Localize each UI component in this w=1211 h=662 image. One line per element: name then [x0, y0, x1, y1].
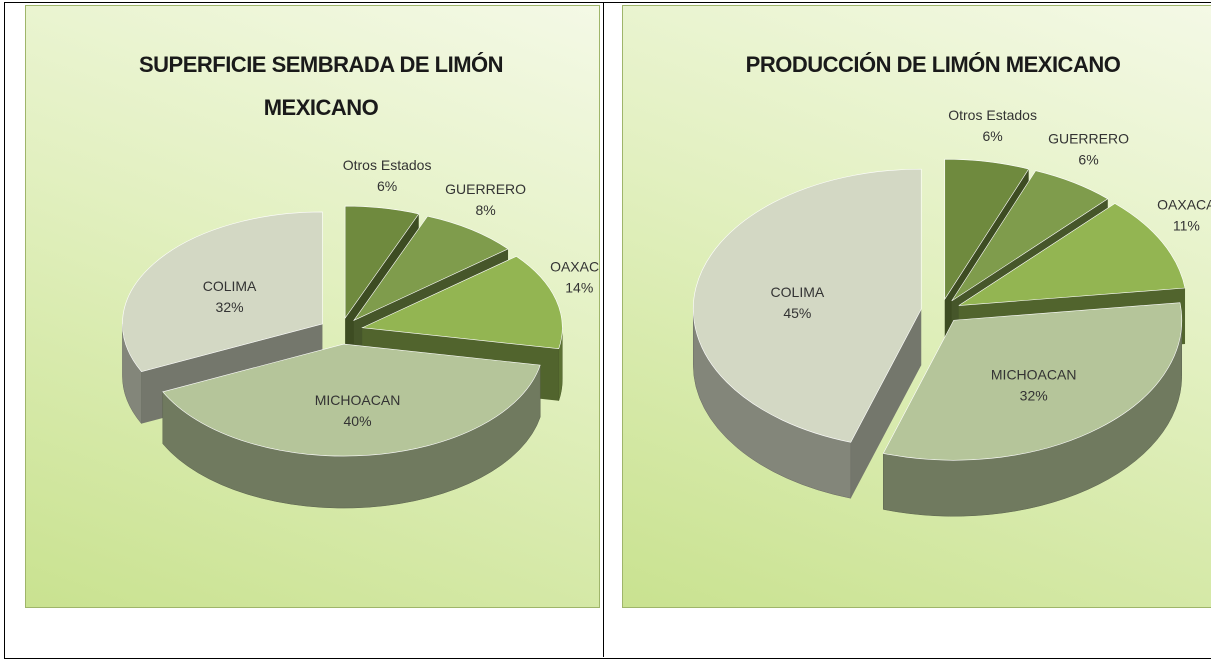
data-label-value: 6%	[1078, 151, 1098, 167]
pie-slice	[353, 215, 509, 322]
chart: Otros Estados 6% GUERRERO 6% OAXACA 11% MICHOA…	[692, 107, 1211, 517]
data-label-value: 11%	[1173, 217, 1200, 233]
data-label-value: 6%	[982, 128, 1002, 144]
chart-title: PRODUCCIÓN DE LIMÓN MEXICANO	[745, 52, 1121, 77]
slice-wall	[850, 309, 922, 499]
data-label-name: MICHOACAN	[315, 392, 401, 408]
pie-slice	[692, 168, 922, 443]
data-label-name: OAXACA	[550, 259, 599, 275]
data-label-value: 32%	[216, 299, 244, 315]
data-label-value: 14%	[565, 280, 593, 296]
table-border	[4, 2, 1211, 659]
data-label-name: COLIMA	[203, 278, 257, 294]
data-label-name: Otros Estados	[343, 157, 432, 173]
pie-slice	[958, 203, 1186, 306]
pie-slice	[882, 302, 1183, 461]
chart: Otros Estados 6% GUERRERO 8% OAXACA 14% MICHOA…	[122, 157, 599, 509]
data-label-name: GUERRERO	[445, 181, 526, 197]
data-label-name: OAXACA	[1157, 196, 1211, 212]
data-label-name: Otros Estados	[948, 107, 1037, 123]
chart-panel: Otros Estados 6% GUERRERO 6% OAXACA 11% MICHOA…	[622, 5, 1211, 608]
cell-divider	[603, 2, 604, 657]
pie-slice	[122, 211, 323, 372]
data-label-value: 32%	[1020, 388, 1048, 404]
chart-panel: Otros Estados 6% GUERRERO 8% OAXACA 14% MICHOA…	[25, 5, 600, 608]
data-label-name: MICHOACAN	[991, 367, 1077, 383]
data-label-value: 45%	[783, 305, 811, 321]
data-label-value: 8%	[475, 202, 495, 218]
data-label-name: GUERRERO	[1048, 130, 1129, 146]
chart-title: SUPERFICIE SEMBRADA DE LIMÓN MEXICANO	[138, 52, 504, 120]
pie-slice	[344, 205, 420, 319]
pie-slice	[162, 343, 541, 457]
data-label-name: COLIMA	[771, 284, 825, 300]
data-label-value: 40%	[344, 413, 372, 429]
pie-slice	[361, 255, 563, 350]
pie-slice	[951, 170, 1109, 302]
pie-slice	[944, 158, 1030, 301]
data-label-value: 6%	[377, 178, 397, 194]
